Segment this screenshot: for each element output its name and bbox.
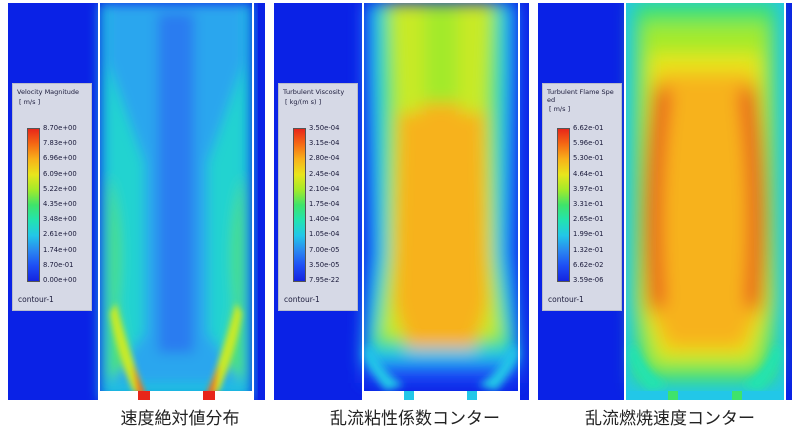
velocity-panel: Velocity Magnitude [ m/s ] contour-1 8.7… bbox=[8, 3, 265, 400]
legend-tick: 4.64e-01 bbox=[573, 169, 604, 178]
legend-tick: 1.05e-04 bbox=[309, 230, 340, 239]
turbulent-viscosity-caption: 乱流粘性係数コンター bbox=[330, 409, 500, 429]
legend-title: Turbulent Viscosity bbox=[283, 88, 345, 96]
legend-tick: 7.95e-22 bbox=[309, 276, 340, 284]
legend-tick: 5.22e+00 bbox=[43, 184, 77, 193]
legend-tick: 6.62e-01 bbox=[573, 124, 604, 132]
turbulent-viscosity-legend: Turbulent Viscosity [ kg/(m s) ] contour… bbox=[278, 83, 358, 311]
legend-tick: 2.61e+00 bbox=[43, 230, 77, 239]
legend-unit: [ m/s ] bbox=[549, 105, 571, 113]
legend-tick: 6.62e-02 bbox=[573, 260, 604, 269]
turbulent-flame-speed-legend: Turbulent Flame Spe ed [ m/s ] contour-1… bbox=[542, 83, 622, 311]
contour-label: contour-1 bbox=[548, 295, 584, 304]
legend-tick: 5.30e-01 bbox=[573, 154, 604, 163]
colorbar bbox=[27, 128, 40, 282]
legend-tick: 1.74e+00 bbox=[43, 245, 77, 254]
legend-tick: 2.45e-04 bbox=[309, 169, 340, 178]
legend-tick: 1.75e-04 bbox=[309, 200, 340, 208]
turbulent-flame-speed-caption: 乱流燃焼速度コンター bbox=[585, 409, 755, 429]
legend-tick: 6.09e+00 bbox=[43, 169, 77, 178]
legend-unit: [ kg/(m s) ] bbox=[285, 98, 322, 106]
legend-tick: 4.35e+00 bbox=[43, 200, 77, 208]
legend-title: Velocity Magnitude bbox=[17, 88, 80, 96]
legend-tick: 2.10e-04 bbox=[309, 184, 340, 193]
legend-title: Turbulent Flame Spe ed bbox=[547, 88, 614, 104]
legend-tick: 3.59e-06 bbox=[573, 276, 604, 284]
legend-tick: 3.48e+00 bbox=[43, 215, 77, 224]
legend-tick: 2.80e-04 bbox=[309, 154, 340, 163]
legend-tick: 7.00e-05 bbox=[309, 245, 340, 254]
turbulent-flame-speed-panel: Turbulent Flame Spe ed [ m/s ] contour-1… bbox=[538, 3, 792, 400]
contour-label: contour-1 bbox=[18, 295, 54, 304]
velocity-contour-plot bbox=[8, 3, 265, 400]
legend-tick: 3.97e-01 bbox=[573, 184, 604, 193]
legend-tick: 3.50e-05 bbox=[309, 260, 340, 269]
legend-tick: 0.00e+00 bbox=[43, 276, 77, 284]
colorbar bbox=[293, 128, 306, 282]
legend-tick: 3.15e-04 bbox=[309, 139, 340, 148]
turbulent-flame-speed-contour-plot bbox=[538, 3, 792, 400]
legend-tick: 3.50e-04 bbox=[309, 124, 340, 132]
legend-tick: 8.70e-01 bbox=[43, 260, 74, 269]
legend-tick: 1.99e-01 bbox=[573, 230, 604, 239]
colorbar bbox=[557, 128, 570, 282]
legend-tick: 6.96e+00 bbox=[43, 154, 77, 163]
legend-tick: 2.65e-01 bbox=[573, 215, 604, 224]
velocity-caption: 速度絶対値分布 bbox=[120, 409, 240, 429]
turbulent-viscosity-panel: Turbulent Viscosity [ kg/(m s) ] contour… bbox=[274, 3, 529, 400]
legend-tick: 5.96e-01 bbox=[573, 139, 604, 148]
legend-tick: 8.70e+00 bbox=[43, 124, 77, 132]
contour-label: contour-1 bbox=[284, 295, 320, 304]
velocity-legend: Velocity Magnitude [ m/s ] contour-1 8.7… bbox=[12, 83, 92, 311]
legend-tick: 1.32e-01 bbox=[573, 245, 604, 254]
legend-tick: 7.83e+00 bbox=[43, 139, 77, 148]
legend-unit: [ m/s ] bbox=[19, 98, 41, 106]
legend-tick: 1.40e-04 bbox=[309, 215, 340, 224]
legend-tick: 3.31e-01 bbox=[573, 200, 604, 208]
